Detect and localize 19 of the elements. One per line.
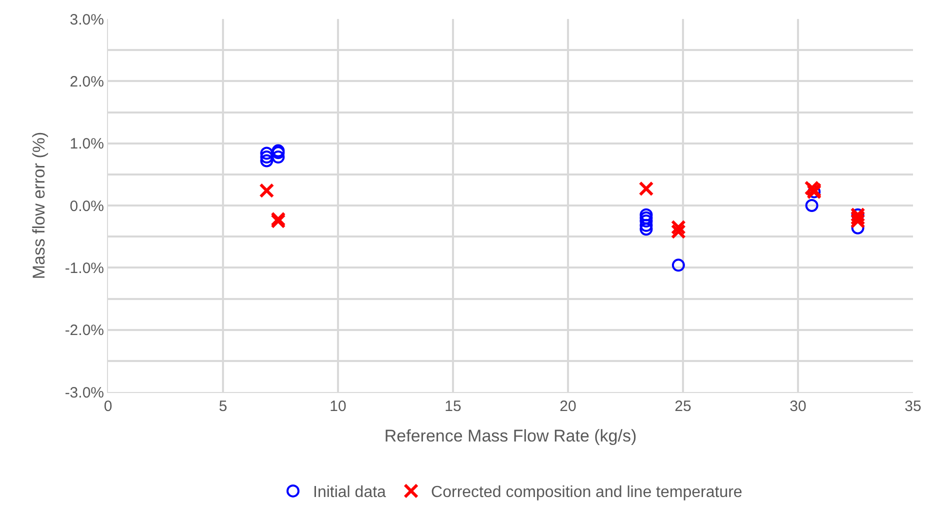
y-tick-label: 1.0% bbox=[70, 136, 104, 153]
y-tick-label: 2.0% bbox=[70, 73, 104, 90]
x-tick-label: 5 bbox=[218, 398, 228, 415]
legend-label: Initial data bbox=[313, 484, 386, 502]
x-tick-label: 15 bbox=[444, 398, 462, 415]
x-tick-label: 10 bbox=[330, 398, 346, 415]
y-tick-label: -2.0% bbox=[64, 322, 104, 340]
x-tick-label: 0 bbox=[104, 398, 112, 415]
x-tick-label: 30 bbox=[790, 398, 806, 415]
y-tick-label: -3.0% bbox=[64, 384, 104, 402]
x-tick-label: 25 bbox=[674, 398, 692, 415]
x-tick-label: 20 bbox=[560, 398, 576, 415]
y-axis-title: Mass flow error (%) bbox=[29, 132, 48, 280]
y-tick-label: -1.0% bbox=[64, 260, 104, 277]
legend-label: Corrected composition and line temperature bbox=[431, 484, 742, 502]
x-axis-title: Reference Mass Flow Rate (kg/s) bbox=[384, 426, 637, 446]
y-tick-label: 0.0% bbox=[70, 198, 104, 215]
y-tick-label: 3.0% bbox=[70, 11, 104, 28]
x-tick-label: 35 bbox=[904, 398, 922, 415]
